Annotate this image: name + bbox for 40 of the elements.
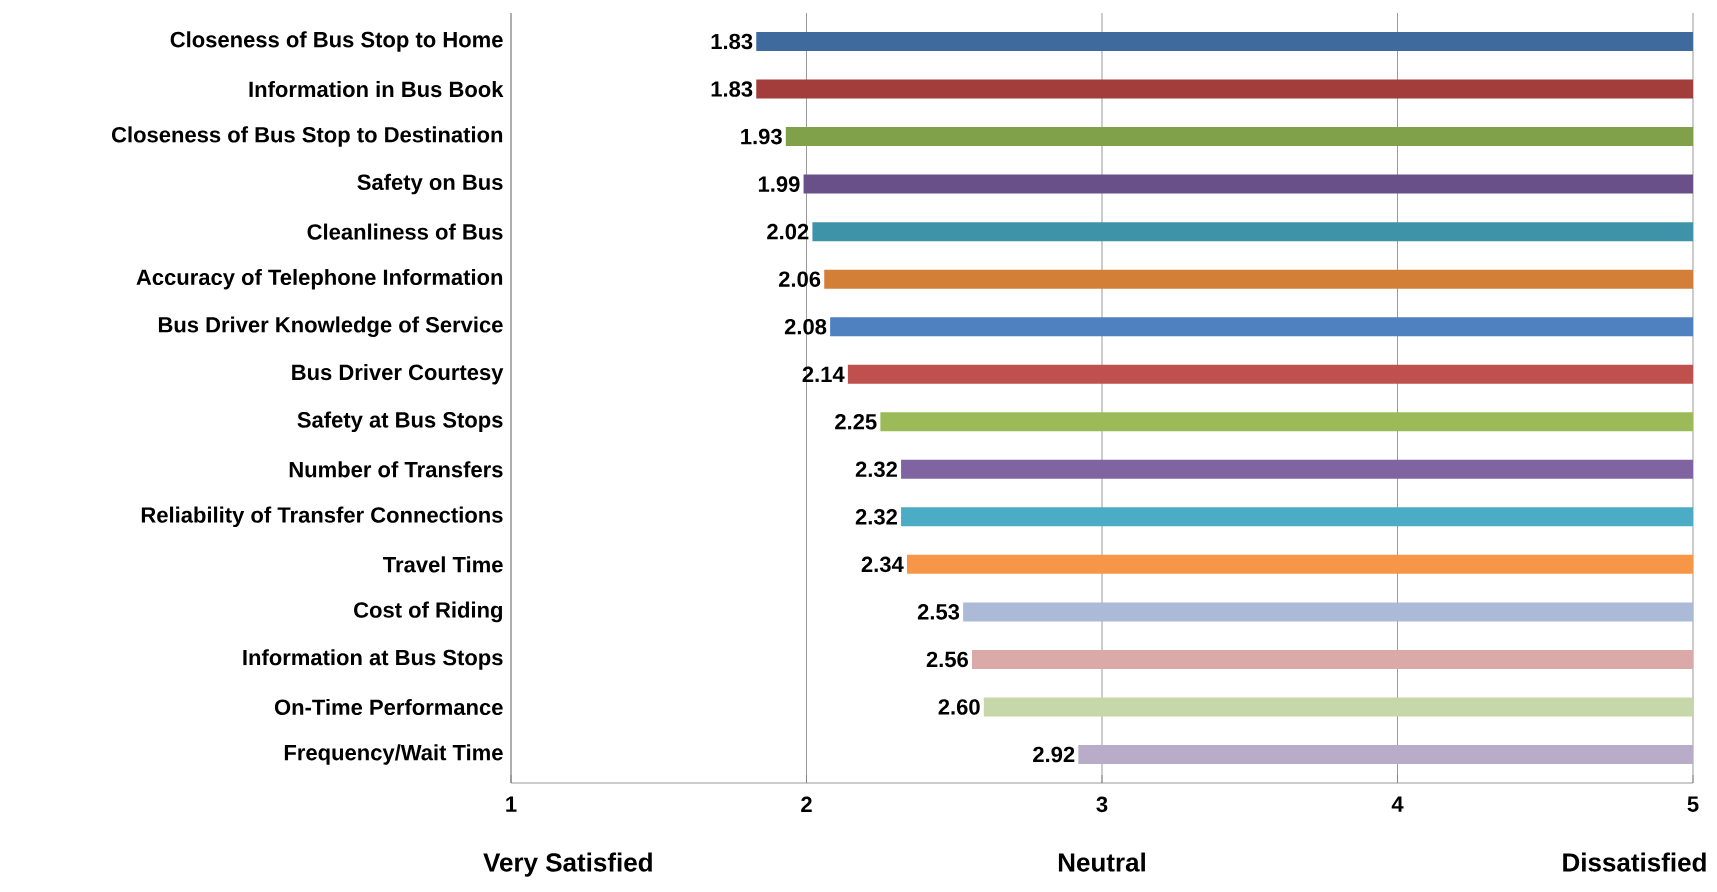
data-label: 2.56	[926, 651, 968, 668]
data-label: 2.14	[802, 366, 845, 382]
data-label: 2.34	[861, 556, 904, 573]
x-tick-label: 3	[1096, 796, 1108, 813]
data-label: 2.60	[938, 699, 980, 715]
y-tick-label: Information in Bus Book	[249, 80, 504, 98]
y-tick-label: Travel Time	[383, 556, 503, 573]
y-tick-label: Accuracy of Telephone Information	[136, 268, 503, 290]
x-tick-label: 5	[1687, 796, 1699, 812]
x-tick-label: 4	[1391, 796, 1404, 812]
data-label: 2.32	[855, 461, 897, 478]
y-tick-label: Information at Bus Stops	[243, 649, 503, 670]
data-label: 2.53	[917, 604, 960, 620]
y-tick-label: Closeness of Bus Stop to Home	[170, 31, 503, 52]
data-label: 1.99	[758, 176, 800, 192]
data-label: 2.08	[784, 318, 827, 335]
y-tick-label: Number of Transfers	[289, 461, 503, 478]
x-tick-label: 1	[506, 796, 517, 812]
data-label: 2.92	[1033, 746, 1075, 763]
text: Very Satisfied	[483, 852, 652, 877]
y-tick-label: Cost of Riding	[354, 601, 502, 623]
data-label: 1.93	[741, 128, 782, 145]
y-tick-label: Bus Driver Courtesy	[292, 363, 504, 385]
data-label: 2.06	[778, 271, 821, 287]
text: Dissatisfied	[1563, 852, 1706, 872]
data-label: 1.83	[711, 81, 753, 97]
y-tick-label: On-Time Performance	[274, 698, 503, 716]
text: Neutral	[1058, 852, 1145, 872]
data-label: 2.32	[855, 509, 897, 525]
data-label: 1.83	[711, 33, 753, 50]
data-label: 2.25	[835, 413, 877, 430]
x-tick-label: 2	[801, 796, 812, 812]
y-tick-label: Bus Driver Knowledge of Service	[158, 316, 503, 337]
data-label: 2.02	[767, 223, 809, 240]
y-tick-label: Safety at Bus Stops	[297, 411, 503, 433]
y-tick-label: Closeness of Bus Stop to Destination	[112, 126, 503, 147]
y-tick-label: Safety on Bus	[357, 173, 503, 195]
y-tick-label: Frequency/Wait Time	[284, 744, 503, 765]
y-tick-label: Reliability of Transfer Connections	[141, 506, 503, 528]
y-tick-label: Cleanliness of Bus	[307, 223, 503, 240]
